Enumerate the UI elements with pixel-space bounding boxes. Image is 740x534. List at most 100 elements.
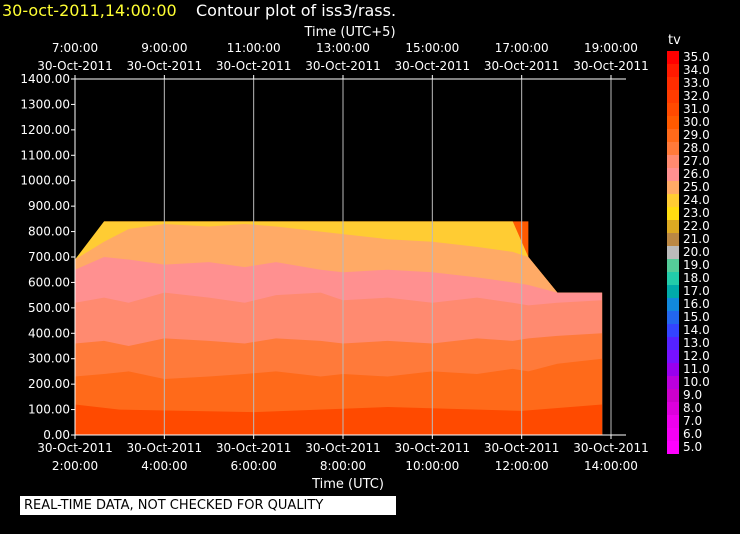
colorbar-label: 7.0 bbox=[683, 414, 702, 428]
colorbar-swatch bbox=[667, 207, 679, 220]
colorbar-label: 23.0 bbox=[683, 206, 710, 220]
x-tick-label-date: 30-Oct-2011 bbox=[37, 441, 113, 455]
colorbar-swatch bbox=[667, 220, 679, 233]
colorbar-swatch bbox=[667, 311, 679, 324]
x-tick-top-label-time: 9:00:00 bbox=[141, 41, 187, 55]
colorbar-swatch bbox=[667, 389, 679, 402]
x-tick-label-time: 6:00:00 bbox=[231, 459, 277, 473]
x-tick-top-label-date: 30-Oct-2011 bbox=[216, 59, 292, 73]
x-axis-label-bottom: Time (UTC) bbox=[311, 477, 384, 492]
colorbar-swatch bbox=[667, 298, 679, 311]
colorbar-swatch bbox=[667, 272, 679, 285]
x-tick-label-time: 8:00:00 bbox=[320, 459, 366, 473]
colorbar-label: 8.0 bbox=[683, 401, 702, 415]
x-tick-top-label-time: 13:00:00 bbox=[316, 41, 370, 55]
contour-layers bbox=[75, 221, 603, 435]
colorbar-swatch bbox=[667, 181, 679, 194]
colorbar-swatch bbox=[667, 337, 679, 350]
colorbar-label: 32.0 bbox=[683, 89, 710, 103]
colorbar-label: 31.0 bbox=[683, 102, 710, 116]
colorbar-swatch bbox=[667, 77, 679, 90]
y-tick-label: 0.00 bbox=[43, 428, 70, 442]
x-tick-top-label-date: 30-Oct-2011 bbox=[484, 59, 560, 73]
colorbar-label: 9.0 bbox=[683, 388, 702, 402]
x-tick-label-time: 2:00:00 bbox=[52, 459, 98, 473]
x-tick-label-time: 4:00:00 bbox=[141, 459, 187, 473]
colorbar-swatch bbox=[667, 363, 679, 376]
x-tick-top-label-time: 7:00:00 bbox=[52, 41, 98, 55]
colorbar-label: 13.0 bbox=[683, 336, 710, 350]
colorbar-label: 24.0 bbox=[683, 193, 710, 207]
y-tick-label: 1400.00 bbox=[20, 72, 70, 86]
y-tick-label: 400.00 bbox=[28, 326, 70, 340]
colorbar-label: 17.0 bbox=[683, 284, 710, 298]
x-tick-top-label-time: 19:00:00 bbox=[584, 41, 638, 55]
x-tick-top-label-time: 11:00:00 bbox=[227, 41, 281, 55]
x-tick-label-time: 14:00:00 bbox=[584, 459, 638, 473]
y-tick-label: 100.00 bbox=[28, 403, 70, 417]
y-tick-label: 900.00 bbox=[28, 199, 70, 213]
timestamp: 30-oct-2011,14:00:00 bbox=[2, 1, 177, 20]
colorbar-label: 35.0 bbox=[683, 50, 710, 64]
x-tick-label-date: 30-Oct-2011 bbox=[127, 441, 203, 455]
x-tick-top-label-time: 15:00:00 bbox=[405, 41, 459, 55]
x-tick-top-label-date: 30-Oct-2011 bbox=[37, 59, 113, 73]
x-tick-label-date: 30-Oct-2011 bbox=[305, 441, 381, 455]
colorbar-swatch bbox=[667, 402, 679, 415]
x-tick-label-date: 30-Oct-2011 bbox=[573, 441, 649, 455]
colorbar-swatch bbox=[667, 285, 679, 298]
y-tick-label: 1000.00 bbox=[20, 174, 70, 188]
y-tick-label: 1200.00 bbox=[20, 123, 70, 137]
colorbar-label: 12.0 bbox=[683, 349, 710, 363]
axes: 0.00 100.00 200.00 300.00 400.00 500.00 600.00… bbox=[20, 41, 648, 473]
colorbar-label: 34.0 bbox=[683, 63, 710, 77]
colorbar-swatch bbox=[667, 259, 679, 272]
colorbar-label: 16.0 bbox=[683, 297, 710, 311]
colorbar-swatch bbox=[667, 415, 679, 428]
y-tick-label: 600.00 bbox=[28, 275, 70, 289]
colorbar-swatch bbox=[667, 155, 679, 168]
colorbar-label: 28.0 bbox=[683, 141, 710, 155]
contour-band bbox=[75, 404, 603, 435]
colorbar-label: 21.0 bbox=[683, 232, 710, 246]
x-tick-top-label-date: 30-Oct-2011 bbox=[305, 59, 381, 73]
colorbar-label: 5.0 bbox=[683, 440, 702, 454]
colorbar-swatch bbox=[667, 51, 679, 64]
x-tick-label-time: 12:00:00 bbox=[495, 459, 549, 473]
colorbar-swatch bbox=[667, 376, 679, 389]
y-tick-label: 200.00 bbox=[28, 377, 70, 391]
colorbar-label: 15.0 bbox=[683, 310, 710, 324]
colorbar-label: 6.0 bbox=[683, 427, 702, 441]
colorbar: 35.034.033.032.031.030.029.028.027.026.0… bbox=[667, 50, 710, 454]
colorbar-label: 30.0 bbox=[683, 115, 710, 129]
colorbar-swatch bbox=[667, 233, 679, 246]
y-tick-label: 1100.00 bbox=[20, 148, 70, 162]
colorbar-label: 10.0 bbox=[683, 375, 710, 389]
colorbar-swatch bbox=[667, 103, 679, 116]
colorbar-label: 26.0 bbox=[683, 167, 710, 181]
y-tick-label: 800.00 bbox=[28, 225, 70, 239]
colorbar-label: 25.0 bbox=[683, 180, 710, 194]
colorbar-swatch bbox=[667, 129, 679, 142]
x-tick-top-label-time: 17:00:00 bbox=[495, 41, 549, 55]
x-tick-top-label-date: 30-Oct-2011 bbox=[573, 59, 649, 73]
y-tick-label: 500.00 bbox=[28, 301, 70, 315]
colorbar-swatch bbox=[667, 350, 679, 363]
x-tick-label-date: 30-Oct-2011 bbox=[395, 441, 471, 455]
x-tick-label-date: 30-Oct-2011 bbox=[216, 441, 292, 455]
colorbar-label: 19.0 bbox=[683, 258, 710, 272]
colorbar-swatch bbox=[667, 428, 679, 441]
x-tick-top-label-date: 30-Oct-2011 bbox=[127, 59, 203, 73]
x-tick-top-label-date: 30-Oct-2011 bbox=[395, 59, 471, 73]
colorbar-swatch bbox=[667, 116, 679, 129]
y-tick-label: 300.00 bbox=[28, 352, 70, 366]
colorbar-label: 22.0 bbox=[683, 219, 710, 233]
colorbar-label: 14.0 bbox=[683, 323, 710, 337]
x-tick-label-date: 30-Oct-2011 bbox=[484, 441, 560, 455]
colorbar-swatch bbox=[667, 324, 679, 337]
colorbar-label: 33.0 bbox=[683, 76, 710, 90]
x-axis-label-top: Time (UTC+5) bbox=[303, 25, 395, 40]
colorbar-swatch bbox=[667, 246, 679, 259]
colorbar-swatch bbox=[667, 441, 679, 454]
